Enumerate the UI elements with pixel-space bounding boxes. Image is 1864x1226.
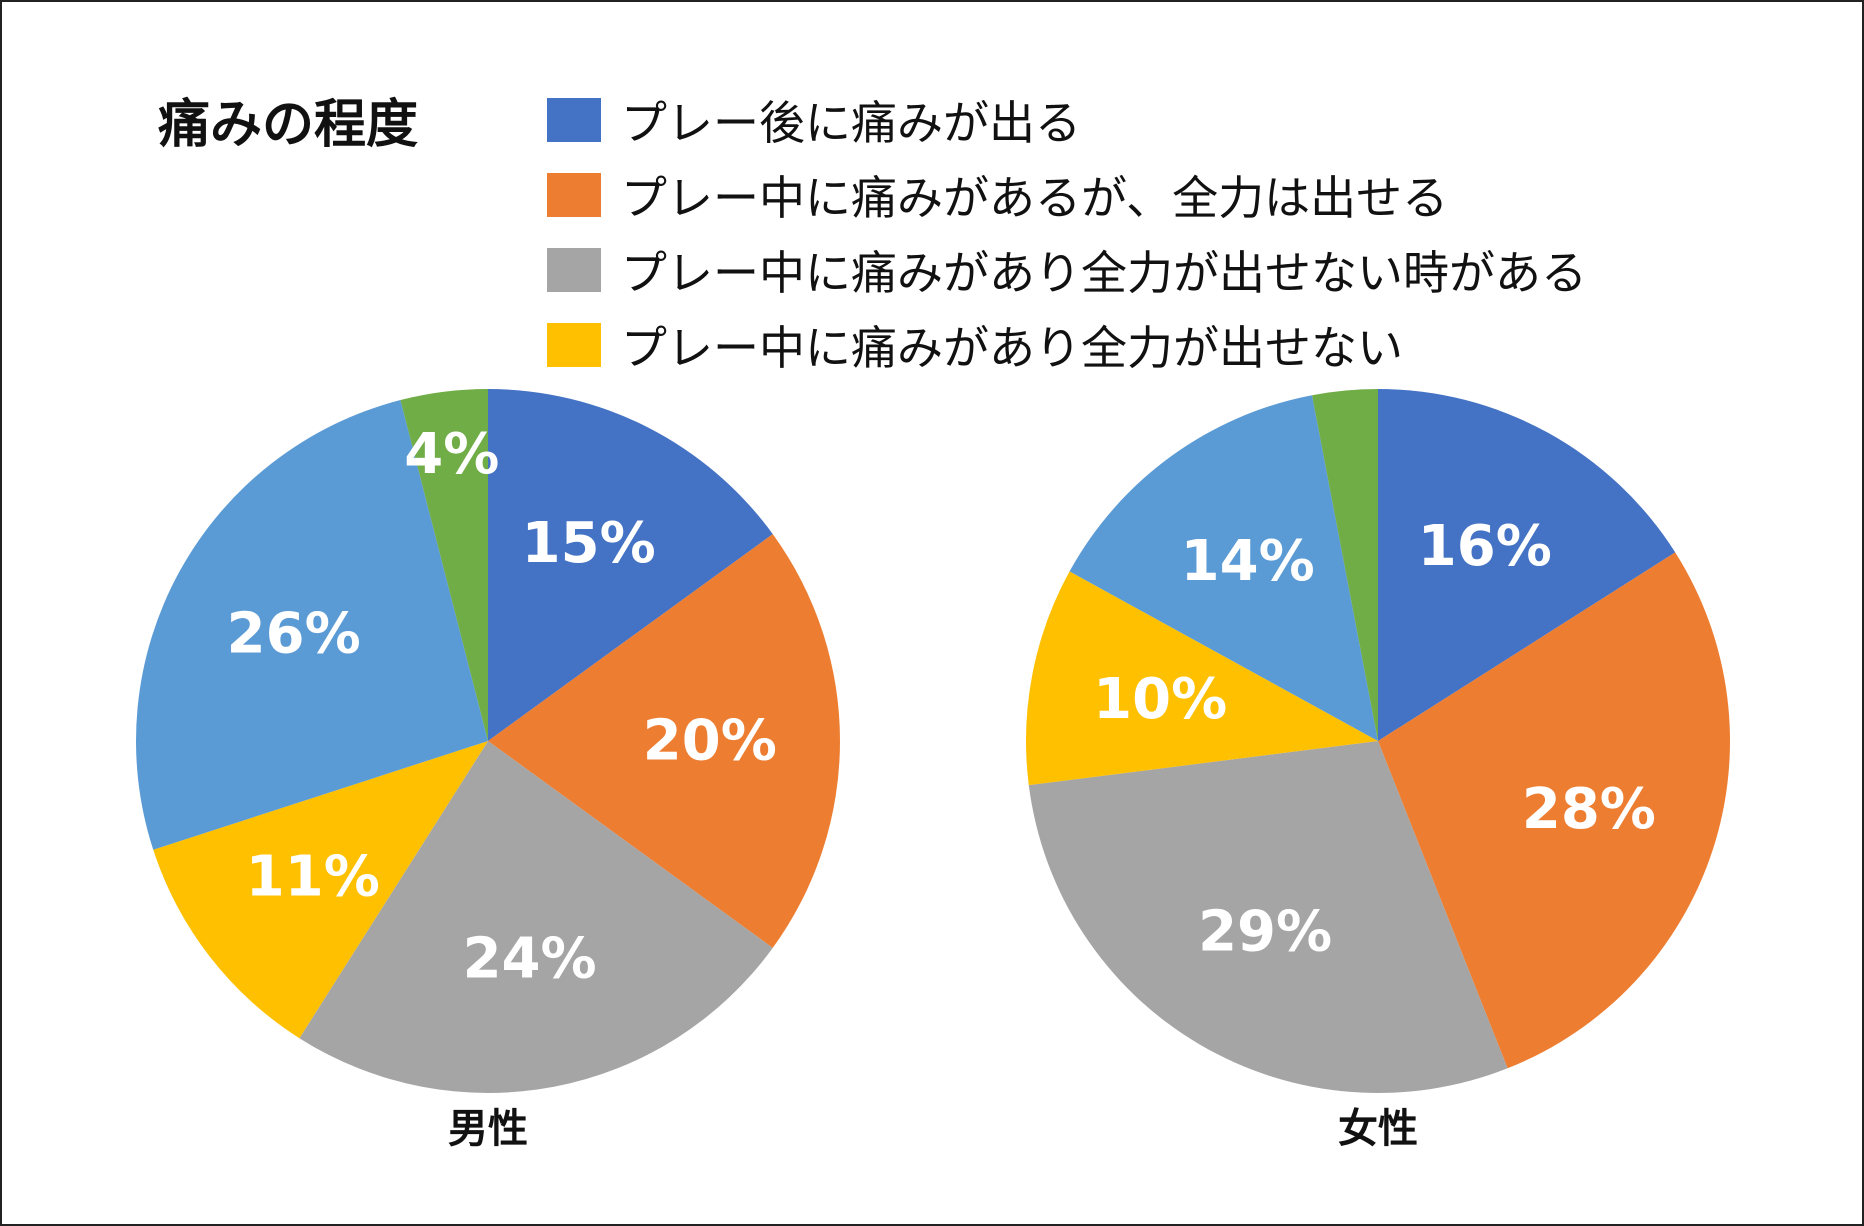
- legend-label: プレー中に痛みがあり全力が出せない: [621, 320, 1403, 375]
- pie-slice: [488, 389, 773, 741]
- slice-label: 29%: [1198, 899, 1332, 964]
- pie-slice: [1026, 571, 1378, 786]
- legend-swatch: [547, 322, 601, 367]
- pie-slice: [1378, 552, 1730, 1069]
- legend-item-during-play-sometimes-limited: プレー中に痛みがあり全力が出せない時がある: [547, 232, 1587, 307]
- legend-label: プレー中に痛みがあるが、全力は出せる: [621, 170, 1449, 225]
- pie-slice: [1028, 741, 1508, 1093]
- slice-label: 15%: [522, 511, 656, 576]
- pie-slice: [1312, 388, 1378, 741]
- pie-female: 16% 28% 29% 10% 14% 女性: [1026, 388, 1730, 1152]
- legend-swatch: [547, 247, 601, 292]
- pie-slice: [1069, 395, 1378, 741]
- legend: プレー後に痛みが出る プレー中に痛みがあるが、全力は出せる プレー中に痛みがあり…: [547, 82, 1587, 382]
- legend-label: プレー後に痛みが出る: [621, 95, 1081, 150]
- pie-slice: [153, 741, 489, 1039]
- pie-caption: 女性: [1338, 1106, 1418, 1152]
- pie-slice: [299, 741, 773, 1093]
- legend-swatch: [547, 97, 601, 142]
- slice-label: 4%: [404, 422, 499, 487]
- legend-label: プレー中に痛みがあり全力が出せない時がある: [621, 245, 1587, 300]
- chart-title: 痛みの程度: [158, 95, 419, 155]
- legend-item-after-play: プレー後に痛みが出る: [547, 82, 1587, 157]
- legend-item-during-play-full-effort: プレー中に痛みがあるが、全力は出せる: [547, 157, 1587, 232]
- slice-label: 10%: [1093, 667, 1227, 732]
- pie-caption: 男性: [448, 1106, 528, 1152]
- legend-item-during-play-limited: プレー中に痛みがあり全力が出せない: [547, 307, 1587, 382]
- slice-label: 16%: [1418, 514, 1552, 579]
- slice-label: 11%: [246, 844, 380, 909]
- pie-slice: [1378, 389, 1676, 741]
- pie-slice: [488, 534, 840, 948]
- pie-slice: [400, 389, 488, 741]
- slice-label: 28%: [1522, 777, 1656, 842]
- pie-slice: [136, 400, 488, 850]
- legend-swatch: [547, 172, 601, 217]
- slice-label: 24%: [463, 926, 597, 991]
- pie-male: 15% 20% 24% 11% 26% 4% 男性: [136, 389, 840, 1152]
- slice-label: 26%: [227, 602, 361, 667]
- slice-label: 14%: [1181, 529, 1315, 594]
- slice-label: 20%: [643, 709, 777, 774]
